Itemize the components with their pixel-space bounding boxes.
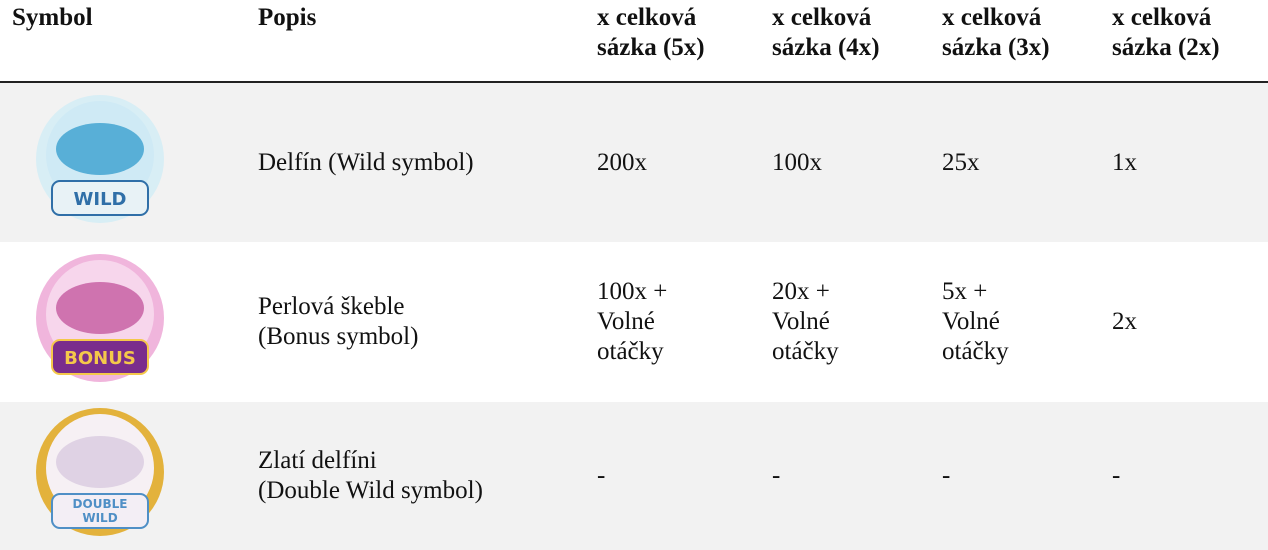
payout-cell: - [772,462,781,489]
symbol-icon: BONUS [36,254,164,382]
payout-cell: 25x [942,148,980,176]
payout-cell: 2x [1112,308,1137,335]
payout-cell: 100x [772,148,822,176]
symbol-cell: BONUS [0,242,246,402]
description-cell: Delfín (Wild symbol) [258,148,474,176]
description-cell: Zlatí delfíni (Double Wild symbol) [258,447,483,504]
description-cell: Perlová škeble (Bonus symbol) [258,293,419,350]
table-row: DOUBLE WILD Zlatí delfíni (Double Wild sym… [0,402,1268,550]
column-header: x celková sázka (3x) [930,0,1100,83]
icon-shape [56,436,144,488]
icon-shape [51,339,149,375]
icon-label: DOUBLE WILD [73,497,128,525]
payout-cell: 20x + Volné otáčky [772,278,839,365]
header-row: Symbol Popis x celková sázka (5x) x celková… [0,0,1268,83]
symbol-icon: WILD [36,94,164,223]
table-body: WILD Delfín (Wild symbol) 200x 100x 25x 1x BON… [0,82,1268,550]
payout-cell: - [1112,462,1121,489]
column-header: x celková sázka (5x) [585,0,760,83]
payout-cell: 1x [1112,148,1137,176]
icon-label: WILD [74,189,127,210]
icon-label-line: DOUBLE [73,497,128,511]
payout-cell: 100x + Volné otáčky [597,278,668,365]
icon-label-line: WILD [74,189,127,210]
column-header: x celková sázka (4x) [760,0,930,83]
icon-shape [51,493,149,529]
table-row: BONUS Perlová škeble (Bonus symbol) 100x +… [0,242,1268,402]
column-header: Symbol [0,0,246,83]
icon-label: BONUS [64,348,136,369]
symbol-cell: WILD [0,82,246,242]
payout-cell: - [942,462,951,489]
payout-cell: 5x + Volné otáčky [942,278,1009,365]
icon-shape [56,282,144,334]
table-row: WILD Delfín (Wild symbol) 200x 100x 25x 1x [0,82,1268,242]
column-header: Popis [246,0,585,83]
payout-cell: - [597,462,606,489]
icon-shape [51,179,149,216]
symbol-icon: DOUBLE WILD [36,408,164,536]
icon-label-line: BONUS [64,348,136,369]
icon-label-line: WILD [82,511,117,525]
column-header: x celková sázka (2x) [1100,0,1268,83]
symbol-cell: DOUBLE WILD [0,402,246,550]
icon-shape [56,122,144,175]
payout-cell: 200x [597,148,647,176]
